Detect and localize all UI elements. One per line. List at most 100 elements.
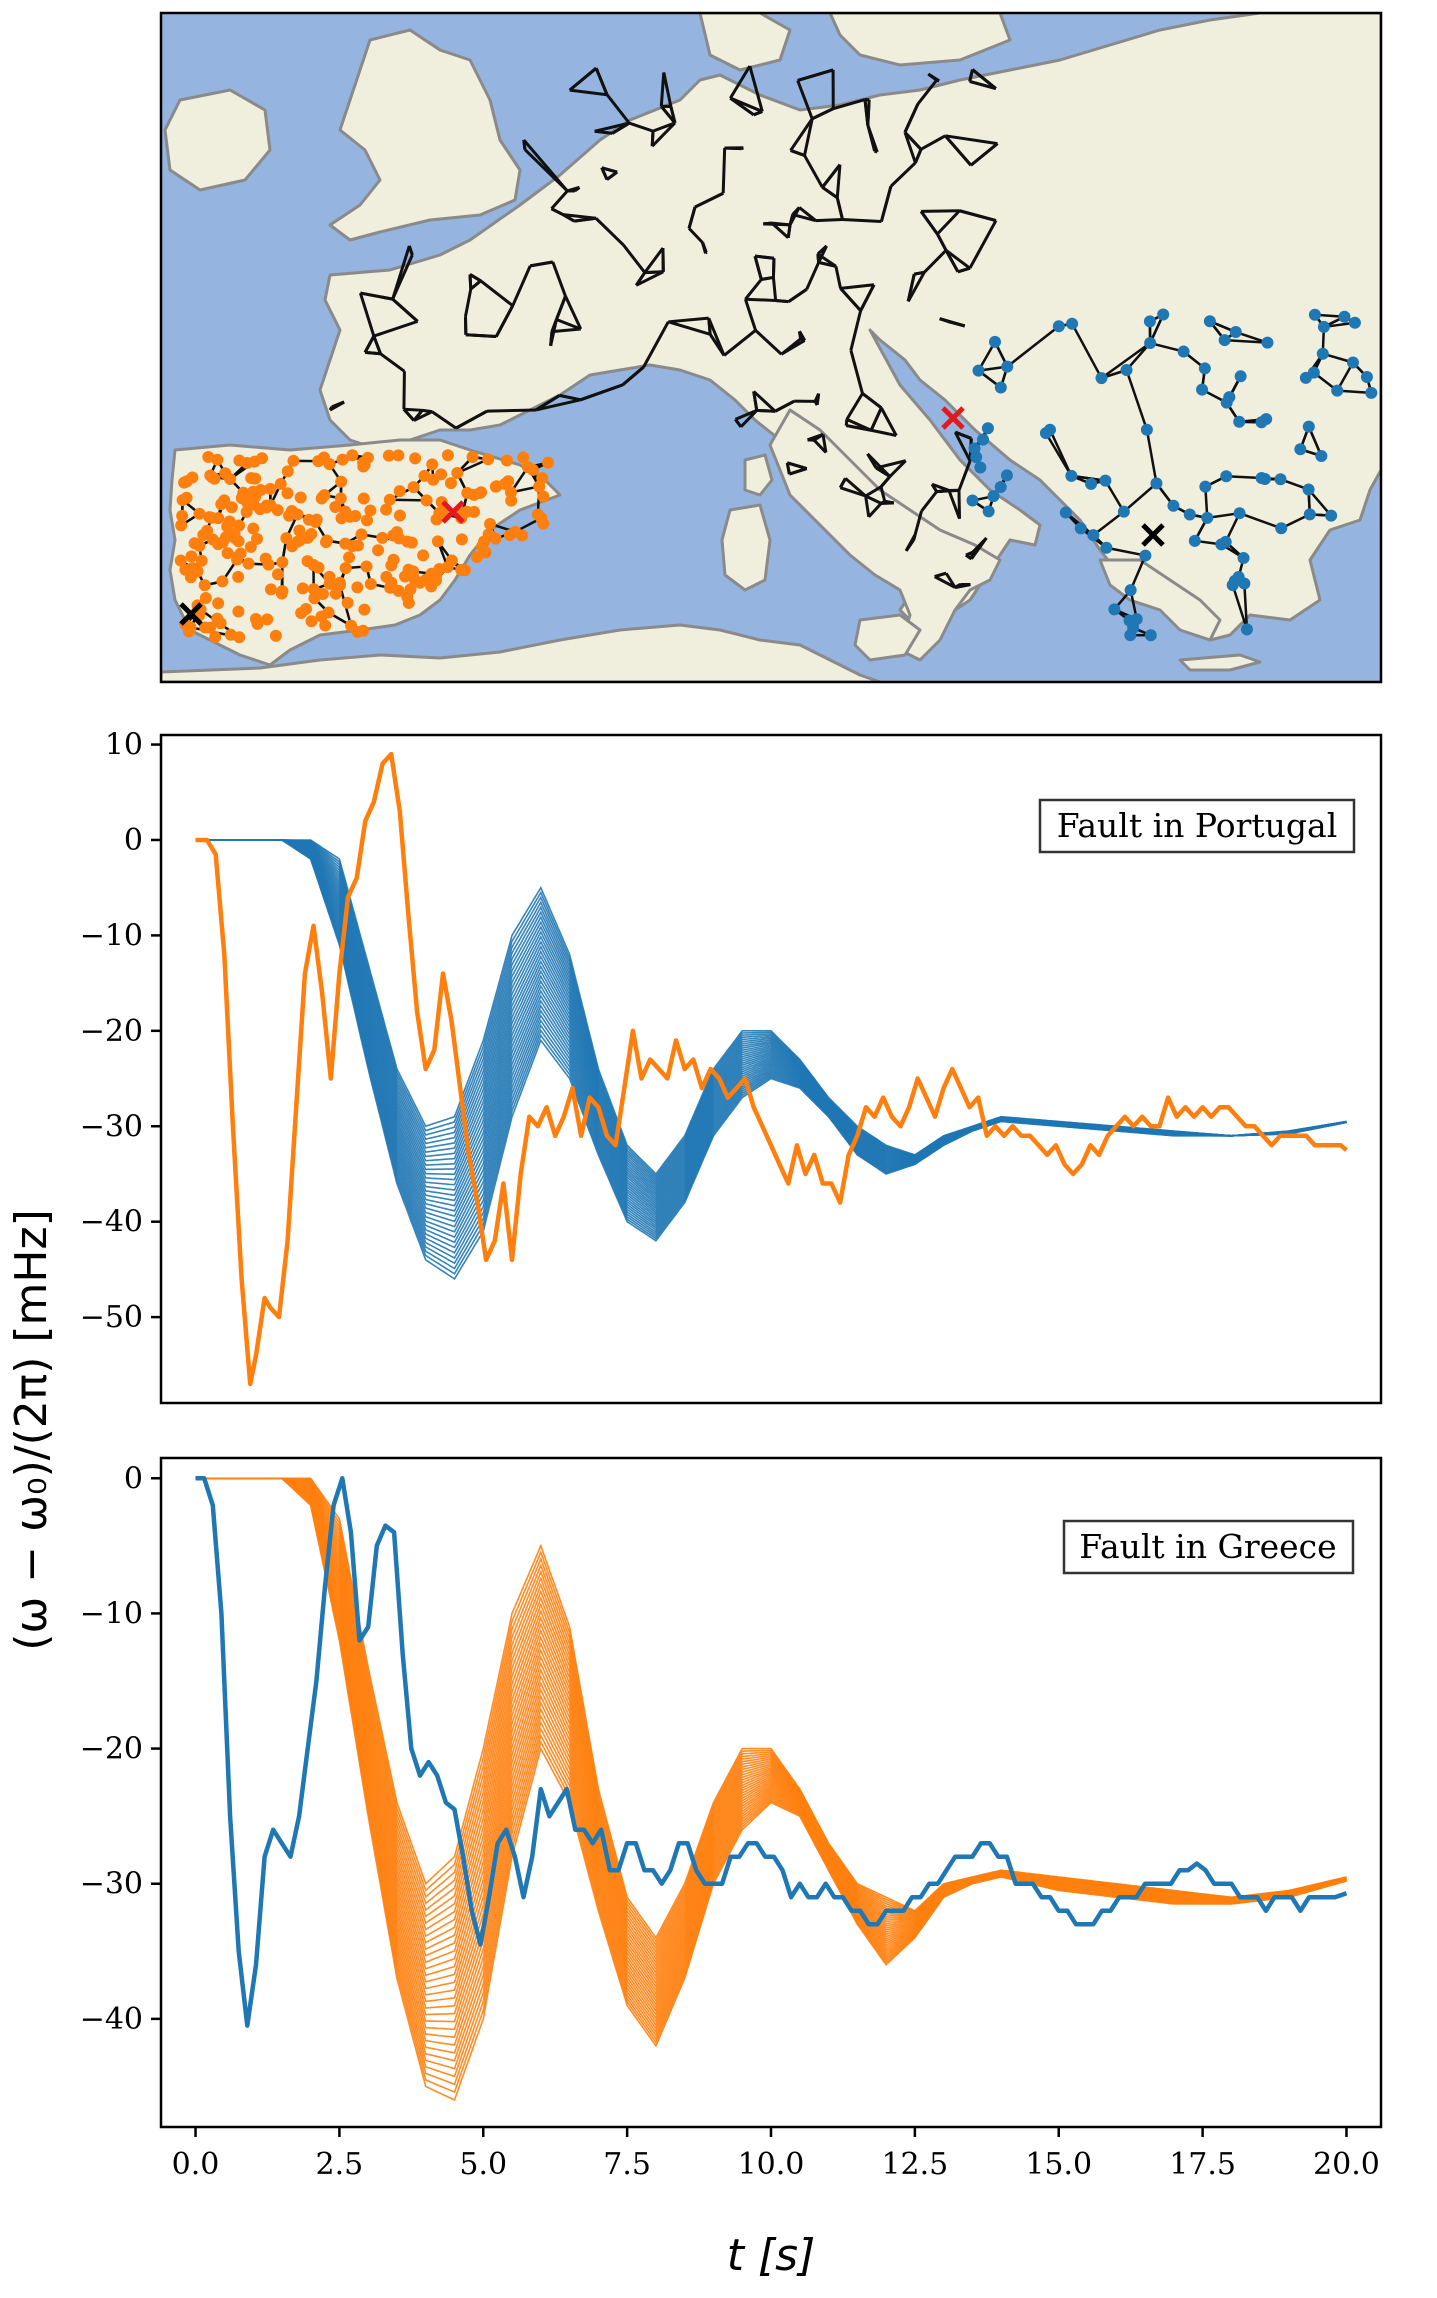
grid-line bbox=[869, 407, 883, 431]
grid-line bbox=[953, 431, 972, 462]
x-tick-label: 12.5 bbox=[881, 2147, 948, 2182]
iberia-node bbox=[451, 467, 464, 480]
grid-line bbox=[832, 98, 866, 111]
land-italy bbox=[768, 408, 1002, 662]
grid-line bbox=[797, 68, 834, 82]
grid-line bbox=[835, 164, 842, 198]
y-axis-label: (ω − ω₀)/(2π) [mHz] bbox=[6, 1209, 57, 1651]
grid-line bbox=[687, 206, 697, 229]
grid-line bbox=[650, 131, 655, 147]
iberia-node bbox=[360, 514, 373, 527]
iberia-node bbox=[259, 552, 272, 565]
grid-line bbox=[360, 291, 393, 301]
iberia-node bbox=[254, 484, 267, 497]
balkan-node bbox=[1233, 415, 1246, 428]
grid-line bbox=[879, 475, 892, 488]
iberia-node bbox=[417, 549, 430, 562]
grid-line bbox=[913, 148, 923, 164]
grid-line bbox=[875, 466, 891, 478]
grid-line bbox=[969, 80, 997, 91]
iberia-node bbox=[382, 449, 395, 462]
iberia-node bbox=[274, 477, 287, 490]
grid-line bbox=[651, 121, 677, 148]
balkan-node bbox=[1167, 499, 1180, 512]
grid-line bbox=[957, 460, 972, 491]
iberia-node bbox=[418, 469, 431, 482]
iberia-node bbox=[542, 456, 555, 469]
grid-line bbox=[707, 318, 712, 335]
grid-line bbox=[936, 78, 940, 83]
balkan-node bbox=[1099, 474, 1112, 487]
iberia-node bbox=[537, 490, 550, 503]
iberia-node bbox=[296, 582, 309, 595]
grid-line bbox=[923, 249, 948, 274]
iberia-node bbox=[180, 491, 193, 504]
grid-line bbox=[606, 170, 618, 181]
grid-line bbox=[494, 304, 515, 338]
grid-line bbox=[920, 134, 947, 151]
iberia-node bbox=[256, 452, 269, 465]
iberia-node bbox=[360, 560, 373, 573]
grid-line bbox=[1100, 342, 1151, 380]
legend-greece-text: Fault in Greece bbox=[1079, 1527, 1336, 1566]
balkan-node bbox=[1043, 423, 1056, 436]
grid-line bbox=[763, 222, 791, 227]
grid-line bbox=[842, 217, 882, 223]
iberia-node bbox=[516, 529, 529, 542]
grid-line bbox=[846, 424, 872, 432]
panel-1-series bbox=[195, 1476, 1348, 2102]
grid-line bbox=[511, 265, 532, 307]
grid-line bbox=[431, 410, 457, 430]
iberia-node bbox=[185, 550, 198, 563]
balkan-node bbox=[1066, 317, 1079, 330]
balkan-node bbox=[1177, 345, 1190, 358]
iberia-node bbox=[223, 515, 236, 528]
iberia-node bbox=[420, 494, 433, 507]
iberia-node bbox=[341, 596, 354, 609]
iberia-node bbox=[339, 562, 352, 575]
grid-line bbox=[816, 253, 821, 263]
iberia-node bbox=[186, 564, 199, 577]
iberia-node bbox=[466, 450, 479, 463]
balkan-node bbox=[1275, 522, 1288, 535]
balkan-node bbox=[1316, 347, 1329, 360]
y-tick-label: −10 bbox=[80, 1596, 143, 1631]
grid-line bbox=[644, 270, 664, 275]
y-tick-label: −40 bbox=[80, 1205, 143, 1240]
iberia-node bbox=[460, 505, 473, 518]
iberia-node bbox=[253, 503, 266, 516]
land-africa bbox=[161, 623, 882, 682]
grid-line bbox=[652, 121, 676, 133]
iberia-node bbox=[245, 472, 258, 485]
grid-line bbox=[753, 255, 763, 280]
grid-line bbox=[550, 189, 569, 210]
x-tick-label: 10.0 bbox=[738, 2147, 805, 2182]
balkan-node bbox=[1325, 509, 1338, 522]
grid-line bbox=[660, 105, 677, 124]
grid-line bbox=[936, 233, 948, 252]
legend-portugal-text: Fault in Portugal bbox=[1057, 806, 1338, 845]
iberia-node bbox=[425, 580, 438, 593]
balkan-node bbox=[1201, 511, 1214, 524]
balkan-node bbox=[1308, 308, 1321, 321]
grid-line bbox=[788, 467, 808, 476]
panel-1-x-ticks: 0.0 2.5 5.0 7.5 10.0 12.5 15.0 17.5 20.0 bbox=[172, 2127, 1380, 2182]
balkan-node bbox=[1215, 538, 1228, 551]
grid-line bbox=[1123, 482, 1158, 513]
balkan-node bbox=[1303, 508, 1316, 521]
iberia-node bbox=[323, 570, 336, 583]
grid-line bbox=[1104, 479, 1125, 513]
grid-line bbox=[1106, 546, 1146, 557]
iberia-node bbox=[269, 629, 282, 642]
grid-line bbox=[628, 121, 654, 133]
iberia-node bbox=[264, 583, 277, 596]
iberia-node bbox=[203, 511, 216, 524]
balkan-node bbox=[1365, 386, 1378, 399]
balkan-node bbox=[1317, 320, 1330, 333]
land-corsica bbox=[743, 453, 774, 497]
iberia-node bbox=[343, 551, 356, 564]
balkan-node bbox=[994, 481, 1007, 494]
balkan-node bbox=[1348, 316, 1361, 329]
iberia-node bbox=[393, 509, 406, 522]
iberia-node bbox=[355, 528, 368, 541]
